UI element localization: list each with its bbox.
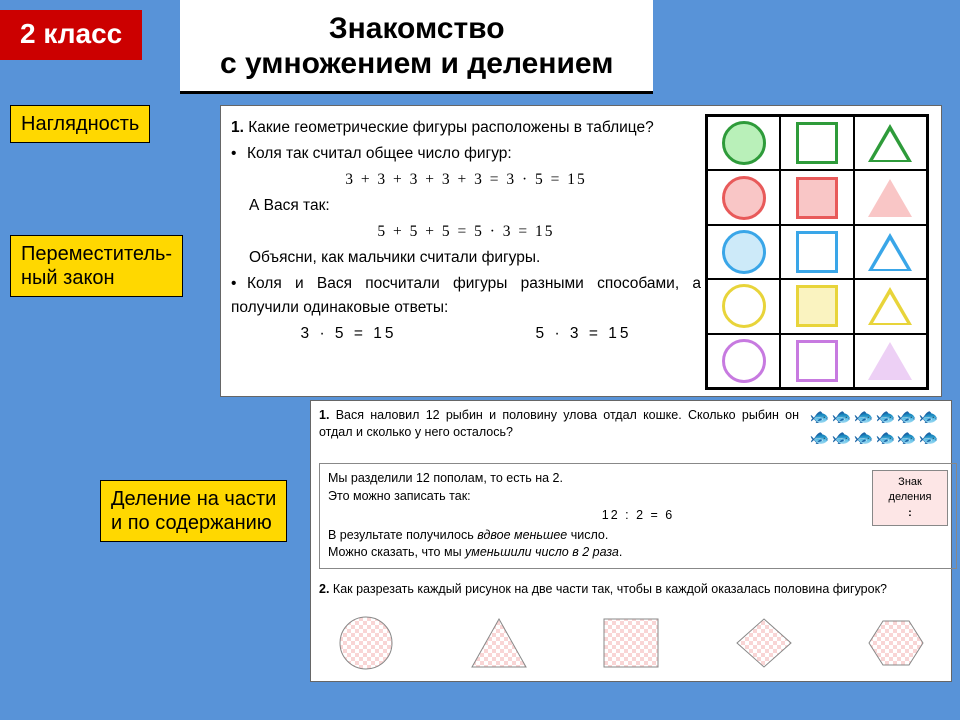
shape-cell [780,225,853,279]
shape-cell [854,116,927,170]
triangle-icon [868,179,912,217]
fish-icon: 🐟 [831,428,852,448]
fish-icon: 🐟 [875,407,896,427]
fish-icon: 🐟 [875,428,896,448]
fish-icon: 🐟 [918,407,939,427]
shape-cell [707,170,780,224]
fish-icon: 🐟 [896,428,917,448]
square-icon [796,122,838,164]
cut-triangle [464,613,534,673]
shape-cell [780,170,853,224]
q1-text: 1. Вася наловил 12 рыбин и половину улов… [319,407,799,441]
tab-commutative: Переместитель- ный закон [10,235,183,297]
fish-icon: 🐟 [896,407,917,427]
shape-cell [854,279,927,333]
shape-cell [854,225,927,279]
circle-icon [722,339,766,383]
shape-cell [854,334,927,388]
shape-cell [854,170,927,224]
division-equation: 12 : 2 = 6 [328,507,948,525]
cut-shapes-row [331,613,931,673]
shapes-table [705,114,929,390]
fish-icon: 🐟 [831,407,852,427]
cut-hexagon [861,613,931,673]
square-icon [796,231,838,273]
division-sign-box: Знак деления : [872,470,948,526]
shape-cell [780,279,853,333]
division-explain-box: Знак деления : Мы разделили 12 пополам, … [319,463,957,569]
fish-icons: 🐟🐟🐟🐟🐟🐟🐟🐟🐟🐟🐟🐟 [809,407,939,448]
page-title: Знакомство с умножением и делением [180,0,653,94]
shape-cell [707,334,780,388]
square-icon [796,177,838,219]
shape-cell [780,116,853,170]
panel-division: 1. Вася наловил 12 рыбин и половину улов… [310,400,952,682]
shape-cell [780,334,853,388]
equation-vasya: 5 + 5 + 5 = 5 · 3 = 15 [231,220,701,244]
fish-icon: 🐟 [853,407,874,427]
grade-badge: 2 класс [0,10,142,60]
circle-icon [722,121,766,165]
shape-cell [707,225,780,279]
q2-text: 2. Как разрезать каждый рисунок на две ч… [319,581,939,598]
tab-division: Деление на части и по содержанию [100,480,287,542]
fish-icon: 🐟 [809,407,830,427]
cut-square [596,613,666,673]
circle-icon [722,284,766,328]
equation-kolya: 3 + 3 + 3 + 3 + 3 = 3 · 5 = 15 [231,168,701,192]
cut-circle [331,613,401,673]
circle-icon [722,176,766,220]
square-icon [796,340,838,382]
circle-icon [722,230,766,274]
square-icon [796,285,838,327]
shape-cell [707,116,780,170]
title-line1: Знакомство [220,12,613,47]
panel-multiplication: 1. Какие геометрические фигуры расположе… [220,105,942,397]
fish-icon: 🐟 [918,428,939,448]
panel1-text: 1. Какие геометрические фигуры расположе… [231,116,701,348]
fish-icon: 🐟 [853,428,874,448]
shape-cell [707,279,780,333]
triangle-icon [868,287,912,325]
triangle-icon [868,233,912,271]
triangle-icon [868,124,912,162]
cut-rhombus [729,613,799,673]
triangle-icon [868,342,912,380]
fish-icon: 🐟 [809,428,830,448]
title-line2: с умножением и делением [220,47,613,82]
equations-compare: 3 · 5 = 15 5 · 3 = 15 [231,322,701,346]
tab-visual: Наглядность [10,105,150,143]
